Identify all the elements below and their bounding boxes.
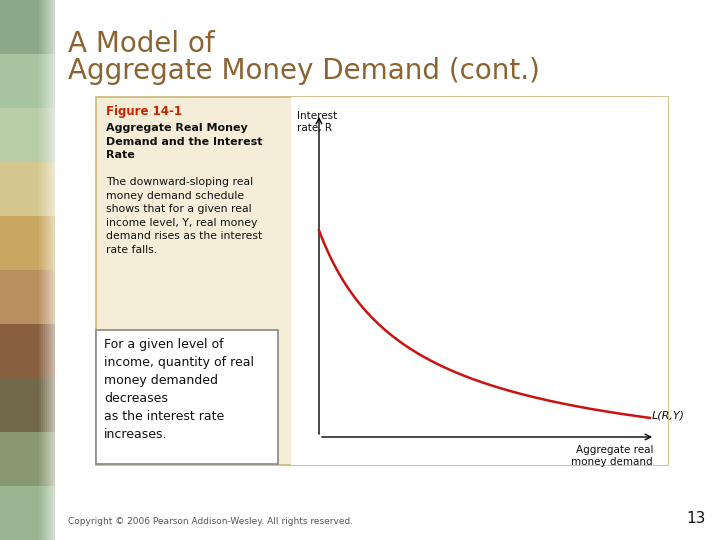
Bar <box>0 108 55 162</box>
Text: A Model of: A Model of <box>68 30 215 58</box>
Bar <box>0 378 55 432</box>
Bar <box>41 0 43 540</box>
Text: Copyright © 2006 Pearson Addison-Wesley. All rights reserved.: Copyright © 2006 Pearson Addison-Wesley.… <box>68 517 353 526</box>
Bar <box>0 216 55 270</box>
Text: Aggregate Real Money
Demand and the Interest
Rate: Aggregate Real Money Demand and the Inte… <box>106 123 263 160</box>
Bar <box>39 0 41 540</box>
Bar <box>53 0 55 540</box>
Text: L(R,Y): L(R,Y) <box>652 411 685 421</box>
Bar <box>51 0 53 540</box>
Text: 13: 13 <box>687 511 706 526</box>
Text: Aggregate Money Demand (cont.): Aggregate Money Demand (cont.) <box>68 57 540 85</box>
Bar <box>0 270 55 324</box>
Bar <box>96 330 278 464</box>
Bar <box>96 97 668 465</box>
Bar <box>43 0 45 540</box>
Bar <box>55 0 57 540</box>
Bar <box>0 432 55 486</box>
Bar <box>0 0 55 54</box>
Bar <box>0 486 55 540</box>
Text: Aggregate real
money demand: Aggregate real money demand <box>572 445 653 468</box>
Text: Figure 14-1: Figure 14-1 <box>106 105 182 118</box>
Text: Interest
rate, R: Interest rate, R <box>297 111 337 133</box>
Text: For a given level of
income, quantity of real
money demanded
decreases
as the in: For a given level of income, quantity of… <box>104 338 254 441</box>
Bar <box>0 162 55 216</box>
Bar <box>0 54 55 108</box>
Bar <box>45 0 47 540</box>
Bar <box>291 97 668 465</box>
Bar <box>49 0 51 540</box>
Bar <box>47 0 49 540</box>
Bar <box>37 0 39 540</box>
Text: The downward-sloping real
money demand schedule
shows that for a given real
inco: The downward-sloping real money demand s… <box>106 177 262 255</box>
Bar <box>0 324 55 378</box>
